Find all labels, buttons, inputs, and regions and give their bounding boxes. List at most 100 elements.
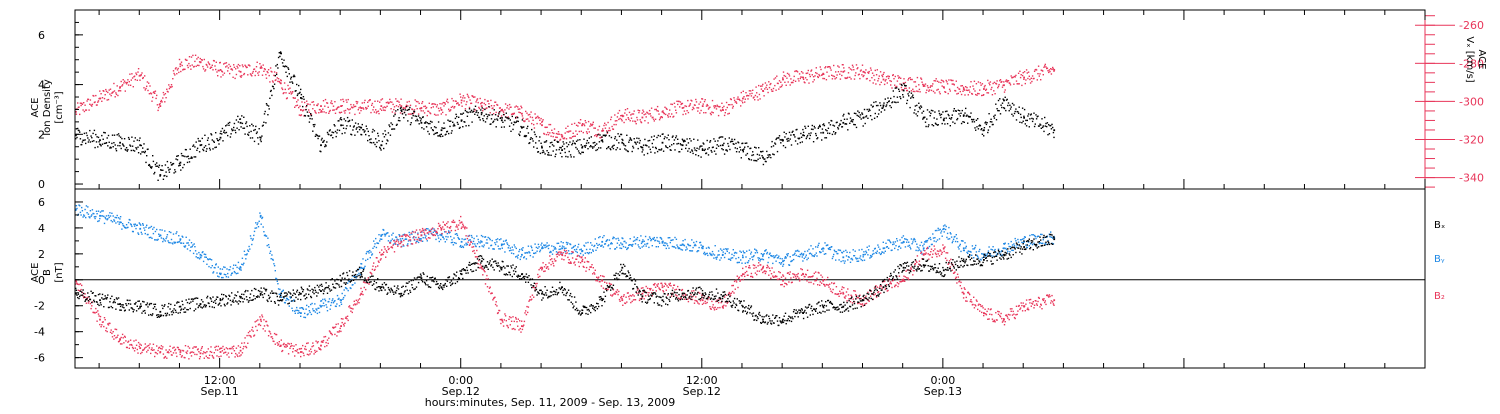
by-dot xyxy=(479,246,480,247)
by-dot xyxy=(279,294,280,295)
vx-dot xyxy=(872,73,873,74)
density-dot xyxy=(168,169,169,170)
density-dot xyxy=(395,110,396,111)
bz-dot xyxy=(261,314,262,315)
vx-dot xyxy=(745,92,746,93)
vx-dot xyxy=(230,66,231,67)
by-dot xyxy=(896,238,897,239)
density-dot xyxy=(815,133,816,134)
vx-dot xyxy=(692,109,693,110)
by-dot xyxy=(780,258,781,259)
vx-dot xyxy=(239,65,240,66)
density-dot xyxy=(292,83,293,84)
by-dot xyxy=(901,237,902,238)
density-dot xyxy=(846,123,847,124)
by-dot xyxy=(847,259,848,260)
density-dot xyxy=(447,131,448,132)
density-dot xyxy=(812,125,813,126)
density-dot xyxy=(435,127,436,128)
by-dot xyxy=(544,245,545,246)
by-dot xyxy=(184,246,185,247)
by-dot xyxy=(630,238,631,239)
vx-dot xyxy=(522,115,523,116)
density-dot xyxy=(579,152,580,153)
density-dot xyxy=(464,121,465,122)
vx-dot xyxy=(603,125,604,126)
density-dot xyxy=(409,107,410,108)
vx-dot xyxy=(391,102,392,103)
density-dot xyxy=(728,146,729,147)
vx-point xyxy=(521,113,523,115)
bz-dot xyxy=(318,347,319,348)
vx-dot xyxy=(937,81,938,82)
density-dot xyxy=(747,146,748,147)
density-dot xyxy=(626,135,627,136)
vx-dot xyxy=(445,103,446,104)
vx-dot xyxy=(173,70,174,71)
vx-dot xyxy=(441,113,442,114)
by-dot xyxy=(317,313,318,314)
density-dot xyxy=(403,117,404,118)
vx-dot xyxy=(576,125,577,126)
vx-dot xyxy=(453,107,454,108)
density-dot xyxy=(392,124,393,125)
by-dot xyxy=(766,253,767,254)
density-dot xyxy=(326,141,327,142)
density-dot xyxy=(167,167,168,168)
by-dot xyxy=(471,235,472,236)
vx-dot xyxy=(956,81,957,82)
by-dot xyxy=(844,260,845,261)
density-dot xyxy=(135,137,136,138)
density-dot xyxy=(591,136,592,137)
vx-dot xyxy=(242,64,243,65)
by-dot xyxy=(547,245,548,246)
density-dot xyxy=(799,138,800,139)
bz-dot xyxy=(147,350,148,351)
by-dot xyxy=(744,252,745,253)
by-dot xyxy=(336,306,337,307)
density-dot xyxy=(93,140,94,141)
bz-dot xyxy=(325,336,326,337)
density-dot xyxy=(906,103,907,104)
by-point xyxy=(863,254,865,256)
vx-dot xyxy=(332,110,333,111)
density-dot xyxy=(661,148,662,149)
by-dot xyxy=(133,224,134,225)
by-dot xyxy=(739,251,740,252)
vx-dot xyxy=(926,90,927,91)
vx-dot xyxy=(76,114,77,115)
density-dot xyxy=(415,120,416,121)
bz-dot xyxy=(206,356,207,357)
by-dot xyxy=(555,247,556,248)
density-dot xyxy=(518,134,519,135)
by-dot xyxy=(315,311,316,312)
vx-dot xyxy=(670,104,671,105)
density-point xyxy=(260,137,262,139)
bz-dot xyxy=(310,349,311,350)
density-dot xyxy=(358,126,359,127)
density-dot xyxy=(813,141,814,142)
density-dot xyxy=(371,142,372,143)
vx-dot xyxy=(328,113,329,114)
density-dot xyxy=(838,128,839,129)
by-dot xyxy=(164,230,165,231)
by-dot xyxy=(780,263,781,264)
density-dot xyxy=(211,134,212,135)
density-dot xyxy=(846,119,847,120)
bz-dot xyxy=(181,356,182,357)
by-dot xyxy=(190,247,191,248)
density-dot xyxy=(205,145,206,146)
by-point xyxy=(380,234,382,236)
vx-dot xyxy=(994,93,995,94)
vx-dot xyxy=(283,92,284,93)
density-dot xyxy=(130,145,131,146)
density-dot xyxy=(108,135,109,136)
density-dot xyxy=(246,121,247,122)
by-dot xyxy=(91,214,92,215)
density-dot xyxy=(694,149,695,150)
by-dot xyxy=(354,282,355,283)
vx-dot xyxy=(565,128,566,129)
density-dot xyxy=(100,145,101,146)
by-dot xyxy=(643,245,644,246)
density-dot xyxy=(297,95,298,96)
